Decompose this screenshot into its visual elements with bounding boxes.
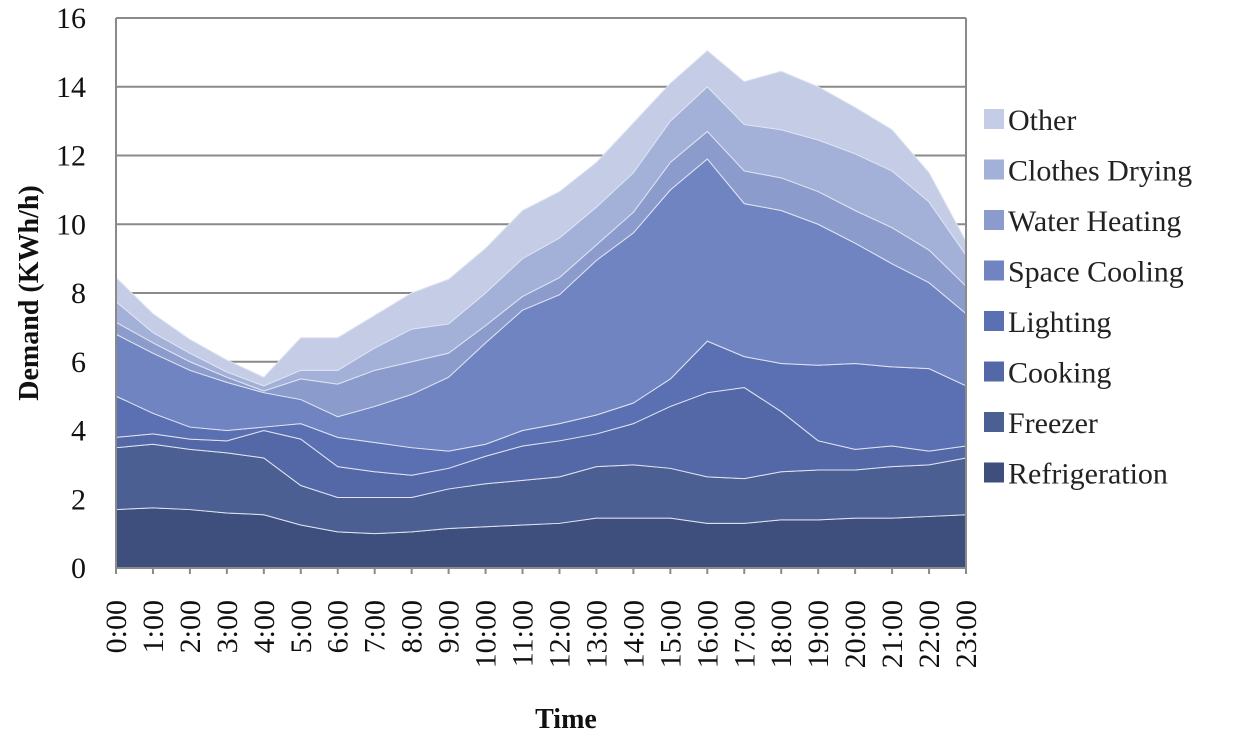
y-tick-label: 6 [71,346,86,379]
x-tick-label: 2:00 [174,600,207,653]
x-tick-label: 17:00 [728,600,761,668]
x-tick-label: 7:00 [359,600,392,653]
legend-label: Water Heating [1008,205,1181,238]
x-tick-label: 9:00 [433,600,466,653]
x-tick-label: 13:00 [580,600,613,668]
x-tick-label: 4:00 [248,600,281,653]
x-tick-label: 10:00 [470,600,503,668]
x-tick-label: 18:00 [765,600,798,668]
x-tick-label: 11:00 [507,600,540,667]
x-tick-label: 22:00 [913,600,946,668]
y-axis-title: Demand (KWh/h) [14,185,45,400]
legend-label: Clothes Drying [1008,155,1192,188]
x-tick-label: 3:00 [211,600,244,653]
legend-label: Cooking [1008,357,1111,390]
x-axis-ticks: 0:00 1:00 2:00 3:00 4:00 5:00 6:00 7:00 8:00 9:00… [100,568,983,668]
y-tick-label: 14 [56,71,86,104]
y-tick-label: 12 [56,140,86,173]
legend-swatch [984,361,1004,382]
x-tick-label: 0:00 [100,600,133,653]
y-axis-ticks: 0 2 4 6 8 10 12 14 16 [56,2,86,585]
legend-swatch [984,412,1004,432]
legend-label: Space Cooling [1008,256,1184,289]
legend-swatch [984,109,1004,129]
x-tick-label: 23:00 [950,600,983,668]
area-series [115,49,967,569]
x-tick-label: 21:00 [876,600,909,668]
legend-label: Refrigeration [1008,458,1168,491]
legend-swatch [984,311,1004,331]
plot-frame [115,18,967,569]
legend-label: Other [1008,104,1076,137]
x-tick-label: 15:00 [654,600,687,668]
x-tick-label: 12:00 [543,600,576,668]
legend-swatch [984,210,1004,230]
x-tick-label: 1:00 [137,600,170,653]
y-tick-label: 2 [71,483,86,516]
x-tick-label: 20:00 [839,600,872,668]
y-tick-label: 0 [71,552,86,585]
legend-label: Freezer [1008,407,1098,440]
y-tick-label: 4 [71,415,86,448]
legend-swatch [984,159,1004,180]
legend: Other Clothes Drying Water Heating Space Co… [984,104,1192,491]
legend-swatch [984,260,1004,281]
x-axis-title: Time [535,704,597,735]
y-tick-label: 16 [56,2,86,35]
legend-swatch [984,462,1004,483]
x-tick-label: 6:00 [322,600,355,653]
x-tick-label: 16:00 [691,600,724,668]
x-tick-label: 19:00 [802,600,835,668]
x-tick-label: 14:00 [617,600,650,668]
x-tick-label: 8:00 [396,600,429,653]
y-tick-label: 8 [71,277,86,310]
y-tick-label: 10 [56,208,86,241]
x-tick-label: 5:00 [285,600,318,653]
legend-label: Lighting [1008,306,1111,339]
